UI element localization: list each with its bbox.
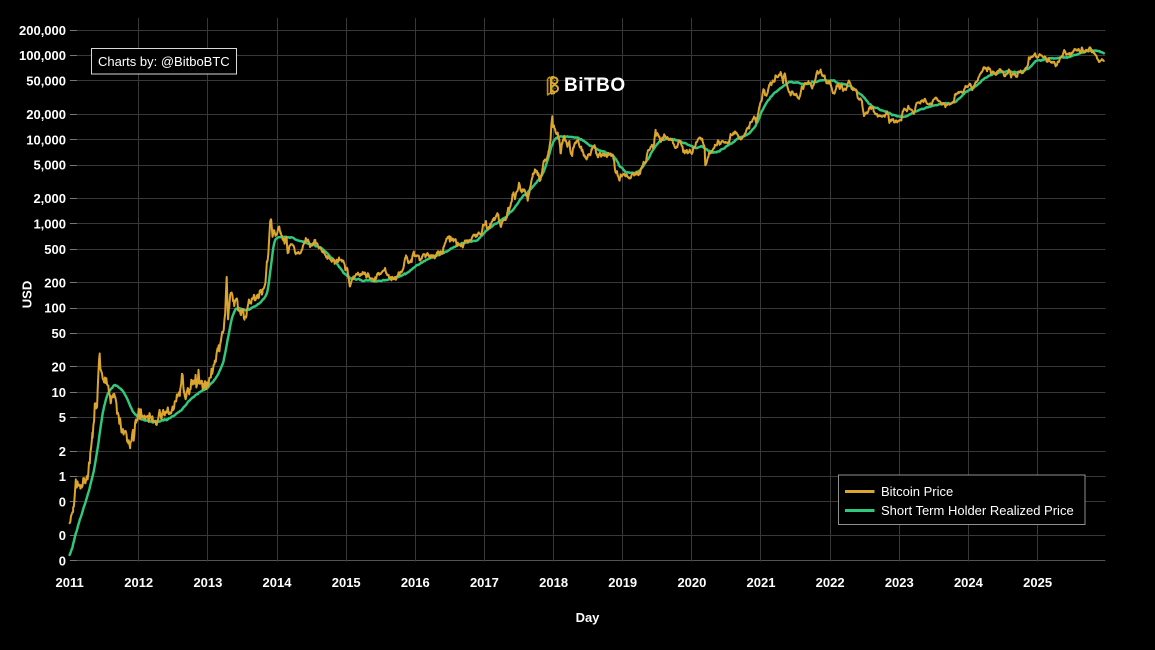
svg-text:2022: 2022 [816, 575, 845, 590]
svg-text:5,000: 5,000 [33, 158, 66, 173]
svg-text:50: 50 [52, 326, 66, 341]
svg-text:20,000: 20,000 [26, 107, 66, 122]
svg-text:10: 10 [52, 385, 66, 400]
svg-text:0: 0 [59, 528, 66, 543]
svg-text:2020: 2020 [677, 575, 706, 590]
svg-text:2018: 2018 [539, 575, 568, 590]
svg-text:Short Term Holder Realized Pri: Short Term Holder Realized Price [881, 503, 1074, 518]
svg-text:2,000: 2,000 [33, 191, 66, 206]
svg-text:Bitcoin Price: Bitcoin Price [881, 484, 953, 499]
svg-text:BiTBO: BiTBO [564, 75, 626, 96]
svg-text:2024: 2024 [954, 575, 984, 590]
svg-text:200: 200 [44, 275, 66, 290]
svg-text:100: 100 [44, 301, 66, 316]
svg-text:2016: 2016 [401, 575, 430, 590]
svg-text:Charts by: @BitboBTC: Charts by: @BitboBTC [98, 54, 230, 69]
svg-text:0: 0 [59, 553, 66, 568]
svg-text:200,000: 200,000 [19, 23, 66, 38]
svg-text:2011: 2011 [55, 575, 83, 590]
svg-text:2014: 2014 [263, 575, 293, 590]
svg-text:2013: 2013 [193, 575, 222, 590]
svg-text:5: 5 [59, 410, 66, 425]
svg-text:20: 20 [52, 360, 66, 375]
svg-text:2017: 2017 [470, 575, 499, 590]
svg-text:2: 2 [59, 444, 66, 459]
svg-text:500: 500 [44, 242, 66, 257]
svg-text:Day: Day [576, 610, 601, 625]
svg-text:1,000: 1,000 [33, 217, 66, 232]
svg-text:1: 1 [59, 469, 66, 484]
svg-text:2012: 2012 [124, 575, 153, 590]
svg-text:50,000: 50,000 [26, 73, 66, 88]
svg-text:0: 0 [59, 494, 66, 509]
svg-text:2025: 2025 [1023, 575, 1052, 590]
svg-text:2023: 2023 [885, 575, 914, 590]
svg-text:100,000: 100,000 [19, 48, 66, 63]
svg-text:USD: USD [20, 281, 35, 308]
svg-text:10,000: 10,000 [26, 132, 66, 147]
svg-text:2015: 2015 [332, 575, 361, 590]
svg-text:2019: 2019 [608, 575, 637, 590]
svg-text:2021: 2021 [747, 575, 776, 590]
